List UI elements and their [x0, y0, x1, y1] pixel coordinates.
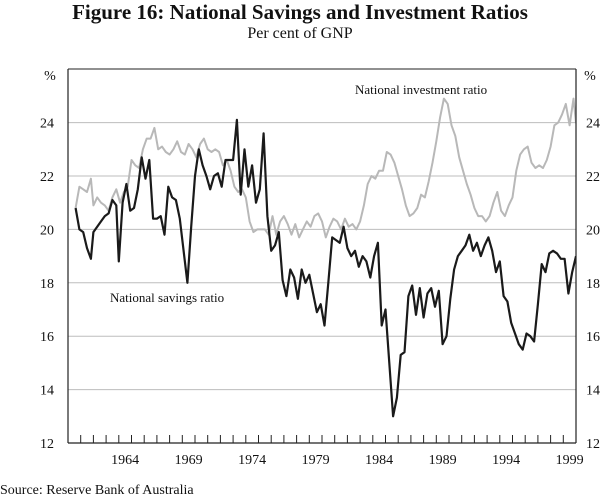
y-tick-label-right: 12	[586, 437, 600, 452]
figure-title: Figure 16: National Savings and Investme…	[72, 0, 528, 24]
x-tick-label: 1989	[429, 453, 457, 468]
y-axis-unit-left: %	[44, 69, 56, 84]
savings-series-label: National savings ratio	[110, 290, 224, 305]
y-tick-label-right: 22	[586, 170, 600, 185]
y-tick-label-right: 24	[586, 117, 600, 132]
y-tick-label-left: 16	[40, 330, 54, 345]
axes	[67, 68, 577, 444]
y-tick-label-right: 20	[586, 223, 600, 238]
y-tick-label-right: 18	[586, 277, 600, 292]
x-tick-label: 1994	[492, 453, 520, 468]
investment-ratio-line	[74, 97, 576, 239]
gridlines	[68, 122, 576, 391]
x-tick-label: 1974	[238, 453, 266, 468]
x-tick-label: 1964	[111, 453, 139, 468]
y-tick-label-left: 12	[40, 437, 54, 452]
y-tick-label-left: 18	[40, 277, 54, 292]
axis-labels: 12 12 14 14 16 16 18 18 20 20 22 22 24 24 1964 1969 1974…	[40, 117, 600, 468]
y-tick-label-right: 14	[586, 384, 600, 399]
y-tick-label-left: 24	[40, 117, 54, 132]
source-note: Source: Reserve Bank of Australia	[0, 483, 194, 498]
figure-subtitle: Per cent of GNP	[247, 25, 353, 42]
y-tick-label-right: 16	[586, 330, 600, 345]
savings-ratio-line	[74, 118, 576, 418]
x-tick-label: 1969	[175, 453, 203, 468]
y-axis-unit-right: %	[584, 69, 596, 84]
investment-series-label: National investment ratio	[355, 82, 487, 97]
x-tick-label: 1979	[302, 453, 330, 468]
x-tick-label: 1999	[556, 453, 584, 468]
y-tick-label-left: 20	[40, 223, 54, 238]
x-tick-label: 1984	[365, 453, 393, 468]
y-tick-label-left: 14	[40, 384, 54, 399]
series-lines	[74, 97, 576, 418]
y-tick-label-left: 22	[40, 170, 54, 185]
